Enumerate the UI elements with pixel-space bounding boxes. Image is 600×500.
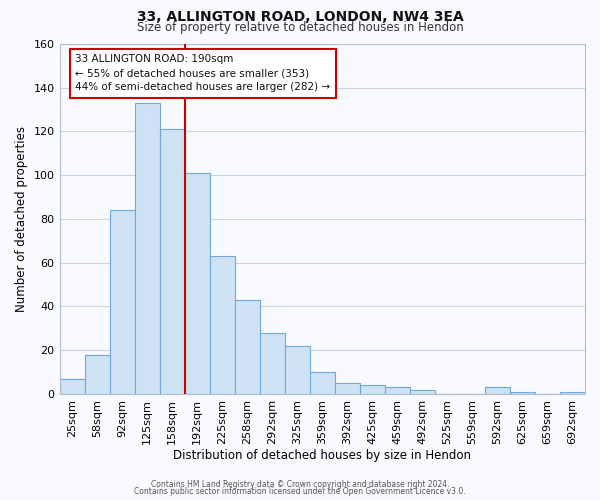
Bar [160,130,185,394]
Bar [110,210,134,394]
Bar [485,388,510,394]
Bar [134,103,160,394]
Bar [510,392,535,394]
Text: Contains public sector information licensed under the Open Government Licence v3: Contains public sector information licen… [134,487,466,496]
Bar [235,300,260,394]
Bar [385,388,410,394]
Bar [185,173,209,394]
Text: 33, ALLINGTON ROAD, LONDON, NW4 3EA: 33, ALLINGTON ROAD, LONDON, NW4 3EA [137,10,463,24]
Text: 33 ALLINGTON ROAD: 190sqm
← 55% of detached houses are smaller (353)
44% of semi: 33 ALLINGTON ROAD: 190sqm ← 55% of detac… [76,54,331,92]
X-axis label: Distribution of detached houses by size in Hendon: Distribution of detached houses by size … [173,450,471,462]
Bar [209,256,235,394]
Bar [410,390,435,394]
Bar [85,354,110,394]
Text: Size of property relative to detached houses in Hendon: Size of property relative to detached ho… [137,21,463,34]
Bar [335,383,360,394]
Bar [310,372,335,394]
Bar [260,332,285,394]
Text: Contains HM Land Registry data © Crown copyright and database right 2024.: Contains HM Land Registry data © Crown c… [151,480,449,489]
Bar [285,346,310,394]
Bar [360,385,385,394]
Bar [560,392,585,394]
Y-axis label: Number of detached properties: Number of detached properties [15,126,28,312]
Bar [59,378,85,394]
